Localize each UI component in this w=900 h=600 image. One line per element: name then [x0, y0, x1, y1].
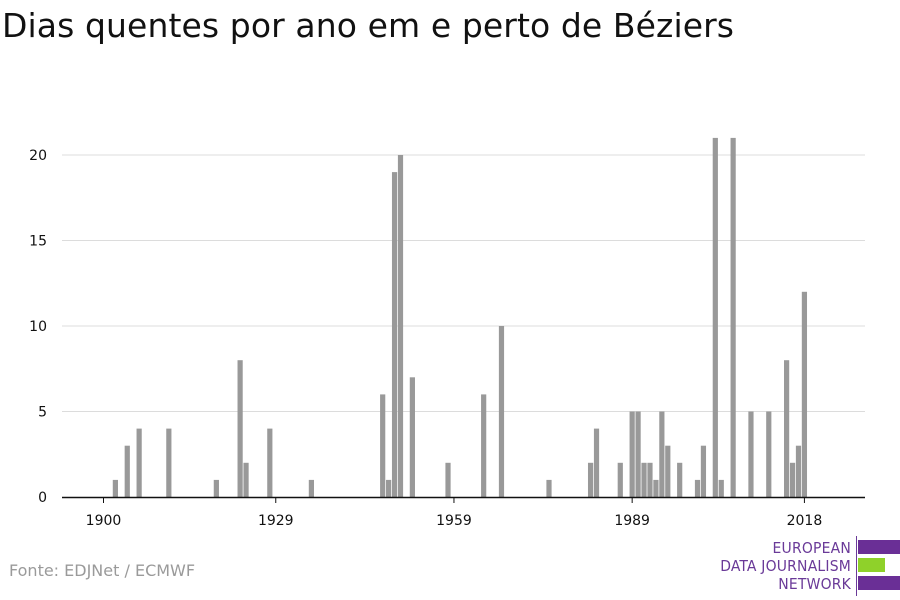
- bar-1967: [498, 326, 505, 497]
- bar-2015: [784, 360, 790, 497]
- bar-1949: [391, 172, 398, 497]
- x-tick-label: 1959: [436, 513, 472, 529]
- bar-1987: [617, 462, 623, 497]
- bar-1993: [653, 479, 659, 497]
- bar-1997: [677, 462, 683, 497]
- logo-bar-green: [858, 558, 885, 572]
- y-tick-label: 5: [38, 405, 47, 421]
- bar-1928: [267, 428, 273, 497]
- x-tick-label: 2018: [787, 513, 823, 529]
- bar-2000: [694, 479, 701, 497]
- bar-1991: [641, 462, 647, 497]
- logo-bar-purple-bottom: [858, 576, 900, 590]
- bar-2003: [712, 137, 718, 497]
- logo-bar-purple-top: [858, 540, 900, 554]
- bar-1935: [308, 479, 314, 497]
- bar-2004: [718, 479, 724, 497]
- bar-1964: [481, 394, 487, 497]
- bar-1992: [647, 462, 653, 497]
- edjnet-logo: EUROPEAN DATA JOURNALISM NETWORK: [700, 536, 900, 596]
- x-axis-tick-labels: 1900 1929 1959 1989 2018: [86, 513, 823, 529]
- bar-2009: [748, 411, 754, 497]
- bar-2016: [789, 462, 796, 497]
- logo-text-line3: NETWORK: [778, 575, 851, 593]
- bar-1952: [409, 377, 415, 497]
- logo-text-line2: DATA JOURNALISM: [720, 557, 851, 575]
- x-tick-label: 1989: [614, 513, 650, 529]
- x-tick-label: 1900: [86, 513, 122, 529]
- gridlines: [62, 154, 865, 412]
- y-tick-label: 20: [29, 148, 47, 164]
- bar-1950: [397, 155, 404, 497]
- bar-2006: [730, 137, 736, 497]
- source-note: Fonte: EDJNet / ECMWF: [9, 561, 196, 580]
- bar-1906: [136, 428, 142, 497]
- logo-divider: [856, 536, 857, 596]
- y-tick-label: 15: [29, 234, 47, 250]
- bar-2017: [795, 445, 802, 497]
- bar-1911: [166, 428, 172, 497]
- bar-2012: [766, 411, 772, 497]
- bar-1983: [593, 428, 600, 497]
- bar-1990: [635, 411, 641, 497]
- bar-2018: [801, 291, 808, 497]
- chart-title: Dias quentes por ano em e perto de Bézie…: [2, 6, 735, 45]
- bar-1989: [629, 411, 635, 497]
- bar-1904: [124, 445, 130, 497]
- bar-1923: [237, 360, 243, 497]
- logo-text-line1: EUROPEAN: [772, 539, 851, 557]
- x-tick-label: 1929: [258, 513, 294, 529]
- bar-2001: [700, 445, 707, 497]
- x-axis: [62, 496, 865, 503]
- bar-1924: [243, 462, 249, 497]
- bar-1902: [112, 479, 118, 497]
- bar-1947: [380, 394, 386, 497]
- bar-1975: [546, 479, 552, 497]
- bar-1982: [587, 462, 594, 497]
- bar-1958: [445, 462, 451, 497]
- y-tick-label: 10: [29, 319, 47, 335]
- bar-1948: [386, 479, 392, 497]
- bars: [112, 137, 808, 497]
- bar-1995: [665, 445, 671, 497]
- bar-1994: [659, 411, 665, 497]
- bar-1919: [213, 479, 219, 497]
- y-axis-tick-labels: 0 5 10 15 20: [29, 148, 47, 506]
- y-tick-label: 0: [38, 490, 47, 506]
